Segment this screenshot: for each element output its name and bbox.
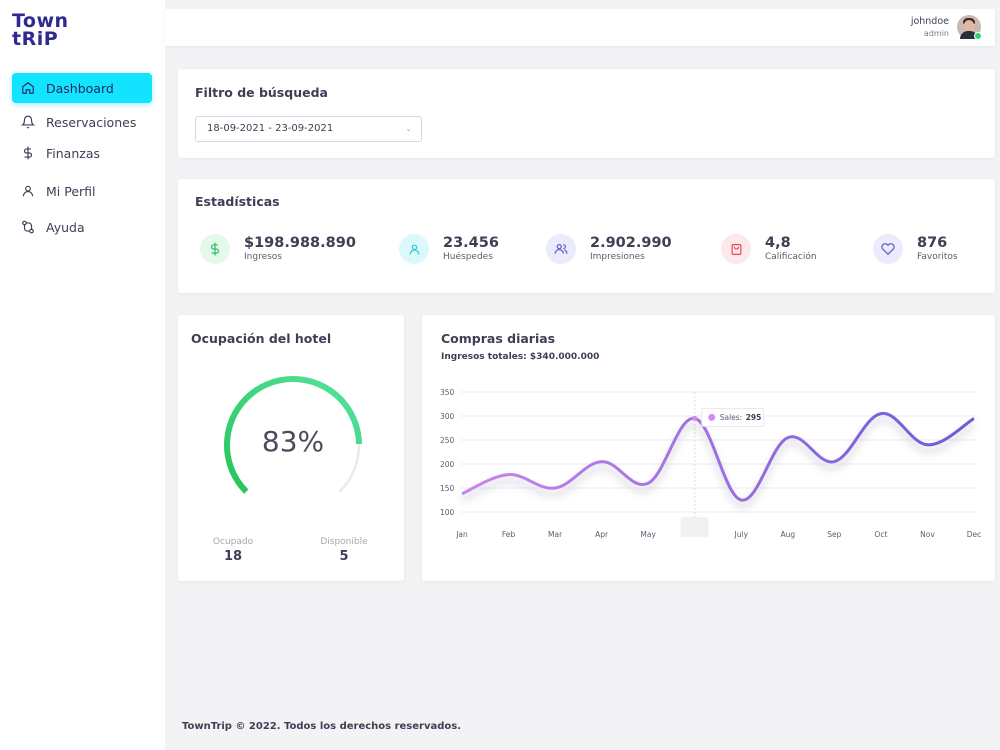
stat-label: Impresiones	[590, 252, 645, 262]
stat-value: 876	[917, 235, 948, 251]
gauge-track	[338, 443, 361, 493]
sidebar-item-dashboard[interactable]: Dashboard	[12, 73, 152, 103]
tooltip-label: Sales:	[720, 413, 743, 422]
filter-card: Filtro de búsqueda 18-09-2021 - 23-09-20…	[178, 69, 995, 158]
user-role: admin	[923, 28, 949, 38]
stat-value: 4,8	[765, 235, 791, 251]
sidebar-nav: Dashboard Reservaciones Finanzas Mi Perf…	[12, 73, 152, 242]
occupied-label: Ocupado	[212, 537, 254, 547]
sidebar-item-label: Reservaciones	[46, 114, 137, 130]
chevron-down-icon: ⌄	[405, 124, 412, 133]
purchases-subtitle: Ingresos totales: $340.000.000	[441, 352, 600, 362]
x-tick-label: Sep	[827, 530, 841, 539]
occupancy-title: Ocupación del hotel	[191, 331, 332, 346]
available-label: Disponible	[320, 537, 368, 547]
occupancy-card: Ocupación del hotel 83% Ocupado 18 Dispo…	[178, 315, 404, 581]
gauge-fill	[224, 376, 362, 494]
x-tick-label: Jan	[455, 530, 468, 539]
stat-huespedes: 23.456 Huéspedes	[399, 234, 499, 264]
stat-value: $198.988.890	[244, 235, 356, 251]
route-icon	[20, 219, 36, 235]
brand-logo-line1: Town	[12, 10, 69, 32]
heart-icon	[873, 234, 903, 264]
online-status-dot	[974, 32, 982, 40]
y-tick-label: 250	[440, 436, 455, 445]
sidebar-item-label: Finanzas	[46, 145, 100, 161]
sidebar-item-label: Dashboard	[46, 80, 114, 96]
stat-label: Huéspedes	[443, 252, 493, 262]
filter-title: Filtro de búsqueda	[195, 85, 328, 100]
x-tick-label: Nov	[920, 530, 935, 539]
sidebar-item-reservaciones[interactable]: Reservaciones	[12, 107, 152, 137]
avatar[interactable]	[957, 15, 982, 40]
sidebar-item-finanzas[interactable]: Finanzas	[12, 138, 152, 168]
tooltip-value: 295	[746, 413, 762, 422]
occupancy-percent: 83%	[261, 425, 325, 458]
sidebar-item-label: Ayuda	[46, 219, 85, 235]
y-tick-label: 100	[440, 508, 455, 517]
x-tick-label: Apr	[595, 530, 609, 539]
occupied-value: 18	[223, 549, 243, 564]
x-tick-label: May	[640, 530, 656, 539]
date-range-select[interactable]: 18-09-2021 - 23-09-2021 ⌄	[195, 116, 422, 142]
series-line-shadow	[461, 417, 976, 508]
brand-logo[interactable]: Town tRiP	[12, 12, 82, 52]
bell-icon	[20, 114, 36, 130]
username: johndoe	[910, 15, 949, 27]
stats-card: Estadísticas $198.988.890 Ingresos 23.45…	[178, 179, 995, 293]
occupied-stat: Ocupado 18	[188, 536, 278, 566]
user-icon	[399, 234, 429, 264]
dollar-icon	[20, 145, 36, 161]
available-value: 5	[339, 549, 349, 564]
date-range-value: 18-09-2021 - 23-09-2021	[207, 123, 334, 134]
purchases-title: Compras diarias	[441, 331, 556, 346]
tooltip-category-box	[680, 517, 709, 537]
x-tick-label: Aug	[780, 530, 795, 539]
user-names: johndoe admin	[911, 16, 949, 39]
chart-tooltip: Sales: 295	[701, 407, 765, 427]
stat-label: Ingresos	[244, 252, 282, 262]
user-icon	[20, 183, 36, 199]
sidebar-item-ayuda[interactable]: Ayuda	[12, 212, 152, 242]
available-stat: Disponible 5	[299, 536, 389, 566]
dollar-icon	[200, 234, 230, 264]
x-tick-label: July	[734, 530, 749, 539]
x-tick-label: Mar	[548, 530, 563, 539]
stat-value: 2.902.990	[590, 235, 672, 251]
tooltip-series-dot	[708, 413, 716, 421]
sidebar-item-label: Mi Perfil	[46, 183, 96, 199]
x-tick-label: Feb	[502, 530, 516, 539]
topbar: johndoe admin	[165, 9, 995, 46]
series-line-sales	[461, 412, 975, 502]
y-tick-label: 350	[440, 388, 455, 397]
y-tick-label: 200	[440, 460, 455, 469]
data-point[interactable]	[692, 415, 698, 421]
stat-label: Calificación	[765, 252, 817, 262]
stat-value: 23.456	[443, 235, 499, 251]
footer-text: TownTrip © 2022. Todos los derechos rese…	[182, 721, 462, 732]
stat-ingresos: $198.988.890 Ingresos	[200, 234, 356, 264]
occupancy-gauge-svg	[224, 376, 362, 494]
home-icon	[20, 80, 36, 96]
sidebar: Town tRiP Dashboard Reservaciones Finanz…	[0, 0, 165, 750]
brand-logo-line2: tRiP	[12, 28, 59, 50]
users-icon	[546, 234, 576, 264]
stat-favoritos: 876 Favoritos	[873, 234, 958, 264]
stat-impresiones: 2.902.990 Impresiones	[546, 234, 672, 264]
x-tick-label: Oct	[874, 530, 887, 539]
user-menu[interactable]: johndoe admin	[911, 15, 982, 40]
bag-icon	[721, 234, 751, 264]
sidebar-item-mi-perfil[interactable]: Mi Perfil	[12, 176, 152, 206]
y-tick-label: 300	[440, 412, 455, 421]
occupancy-gauge: 83%	[213, 365, 373, 525]
tooltip-box	[701, 407, 765, 427]
stat-calificacion: 4,8 Calificación	[721, 234, 817, 264]
stat-label: Favoritos	[917, 252, 958, 262]
stats-title: Estadísticas	[195, 194, 280, 209]
y-tick-label: 150	[440, 484, 455, 493]
x-tick-label: Dec	[967, 530, 982, 539]
